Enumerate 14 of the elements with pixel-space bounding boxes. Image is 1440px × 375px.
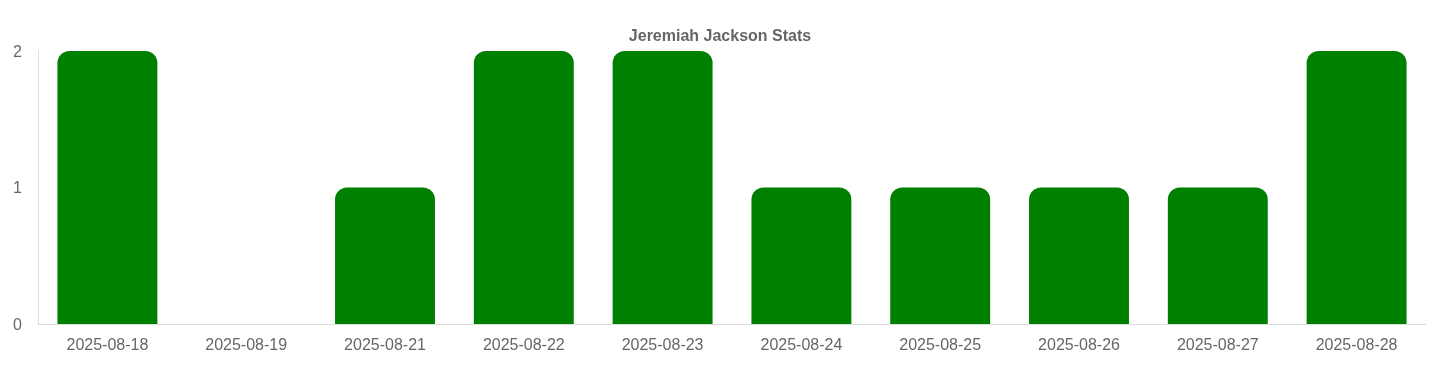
x-tick-label: 2025-08-27: [1176, 335, 1259, 353]
x-tick-label: 2025-08-23: [621, 335, 704, 353]
x-tick-label: 2025-08-26: [1038, 335, 1121, 353]
x-tick-label: 2025-08-25: [899, 335, 982, 353]
x-tick-label: 2025-08-28: [1315, 335, 1398, 353]
x-tick-label: 2025-08-22: [482, 335, 565, 353]
x-tick-label: 2025-08-21: [344, 335, 427, 353]
y-tick-label: 1: [13, 179, 23, 196]
y-tick-label: 0: [13, 315, 23, 333]
y-tick-label: 2: [13, 42, 23, 60]
x-tick-label: 2025-08-24: [760, 335, 843, 353]
x-tick-label: 2025-08-18: [66, 335, 149, 353]
chart-title: Jeremiah Jackson Stats: [628, 26, 812, 44]
x-tick-label: 2025-08-19: [205, 335, 288, 353]
